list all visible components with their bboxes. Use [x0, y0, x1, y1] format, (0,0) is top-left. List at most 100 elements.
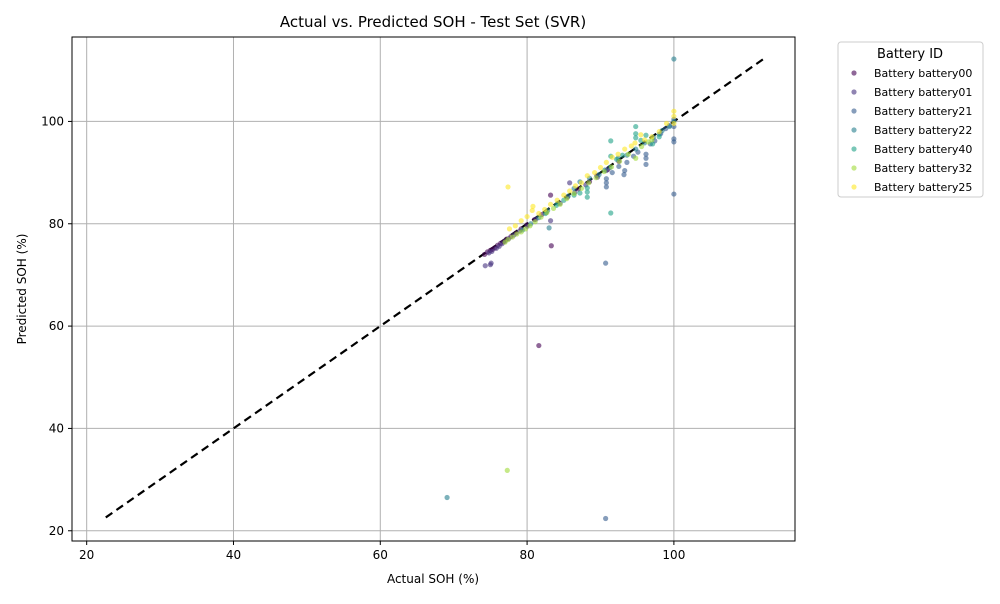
data-point [632, 140, 638, 146]
data-point [586, 180, 592, 186]
legend-marker [851, 165, 857, 171]
data-point [609, 169, 615, 176]
data-point [625, 151, 631, 157]
data-point [633, 131, 639, 137]
y-tick-label: 40 [49, 421, 64, 435]
data-point [671, 108, 677, 114]
data-point [554, 197, 560, 203]
data-point [592, 169, 598, 176]
data-point [621, 172, 627, 178]
data-point [523, 226, 529, 232]
data-point [616, 158, 623, 164]
data-point [488, 260, 494, 266]
data-point [597, 164, 604, 171]
data-point [656, 129, 662, 135]
x-tick-label: 60 [373, 548, 388, 562]
data-point [643, 151, 649, 157]
data-point [584, 194, 590, 200]
data-point [633, 155, 639, 161]
data-point [489, 248, 495, 254]
legend-title: Battery ID [877, 47, 943, 62]
legend-label: Battery battery25 [874, 181, 972, 194]
legend-box [837, 41, 984, 198]
data-points [444, 56, 677, 522]
data-point [609, 154, 615, 160]
legend-label: Battery battery00 [874, 67, 972, 80]
data-point [643, 132, 649, 138]
data-point [572, 183, 579, 189]
legend: Battery ID Battery battery00 Battery batt… [837, 41, 984, 198]
data-point [624, 159, 630, 165]
data-point [603, 260, 609, 266]
data-point [564, 196, 570, 202]
data-point [506, 226, 513, 232]
data-point [650, 141, 656, 147]
data-point [643, 155, 649, 161]
data-point [527, 223, 533, 229]
data-point [616, 163, 622, 170]
data-point [444, 494, 450, 501]
x-tick-label: 100 [662, 548, 685, 562]
data-point [532, 219, 538, 225]
x-tick-label: 80 [519, 548, 534, 562]
legend-label: Battery battery40 [874, 143, 972, 156]
x-tick-label: 20 [79, 548, 94, 562]
data-point [584, 185, 590, 191]
data-point [530, 203, 536, 209]
data-point [529, 207, 535, 214]
data-point [578, 180, 585, 186]
data-point [482, 263, 488, 269]
data-point [518, 218, 524, 224]
data-point [505, 184, 511, 190]
data-point [641, 137, 648, 143]
data-point [603, 184, 609, 190]
data-point [619, 152, 626, 158]
data-point [547, 201, 554, 207]
data-point [622, 167, 628, 174]
legend-marker [851, 127, 857, 133]
data-point [671, 136, 677, 142]
data-point [567, 188, 573, 194]
data-point [518, 229, 524, 235]
data-point [628, 143, 634, 149]
data-point [547, 218, 554, 224]
data-point [593, 175, 599, 181]
data-point [608, 210, 614, 216]
data-point [509, 234, 516, 240]
data-point [504, 467, 510, 473]
data-point [546, 225, 552, 231]
data-point [608, 138, 614, 144]
data-point [577, 190, 583, 196]
data-point [671, 191, 677, 197]
data-point [638, 143, 645, 150]
legend-marker [851, 184, 857, 190]
data-point [633, 135, 639, 141]
axis-ticks: 20 40 60 80 100 20 40 60 80 100 [41, 114, 685, 562]
data-point [567, 180, 573, 186]
data-point [671, 120, 677, 127]
legend-label: Battery battery21 [874, 105, 972, 118]
data-point [608, 164, 615, 170]
x-tick-label: 40 [226, 548, 241, 562]
data-point [603, 176, 609, 182]
chart-title: Actual vs. Predicted SOH - Test Set (SVR… [280, 13, 586, 31]
x-axis-label: Actual SOH (%) [387, 572, 479, 586]
data-point [603, 159, 609, 165]
data-point [557, 201, 563, 207]
data-point [638, 132, 644, 138]
data-point [505, 237, 511, 243]
data-point [536, 342, 542, 349]
data-point [548, 243, 554, 249]
data-point [656, 134, 662, 140]
data-point [643, 161, 649, 168]
data-point [601, 168, 607, 175]
data-point [584, 189, 590, 195]
data-point [603, 515, 609, 522]
data-point [615, 151, 621, 157]
data-point [633, 123, 639, 130]
data-point [671, 113, 677, 119]
legend-marker [851, 89, 857, 95]
legend-marker [851, 108, 857, 114]
y-tick-label: 60 [49, 319, 64, 333]
